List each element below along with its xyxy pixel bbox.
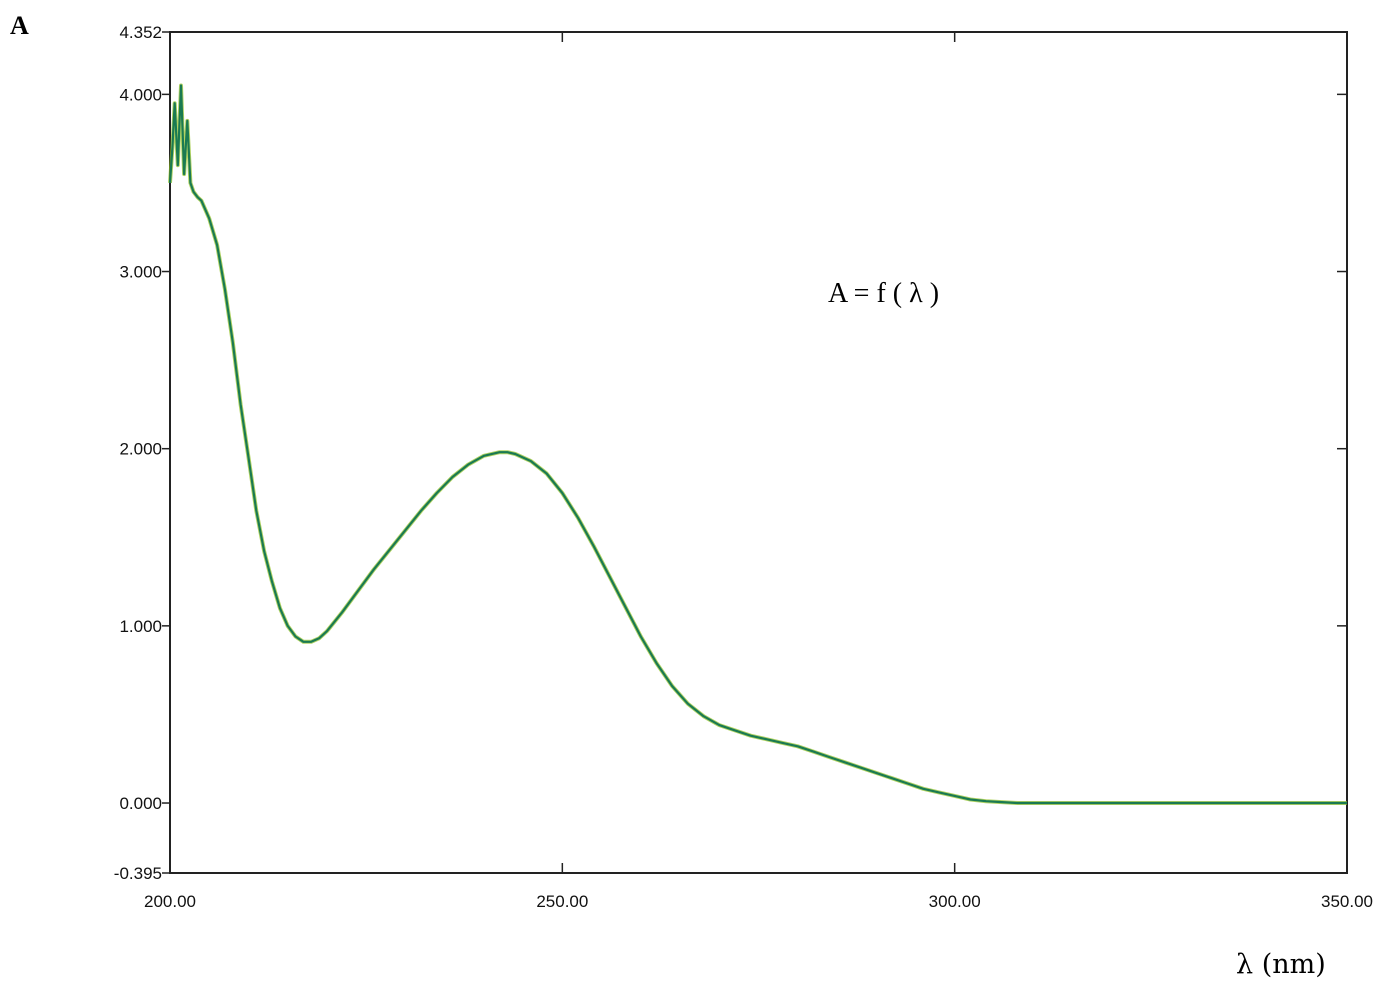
y-tick-label: 4.000	[119, 85, 162, 104]
y-tick-label: 0.000	[119, 794, 162, 813]
series-line	[168, 84, 1347, 805]
x-tick-label: 350.00	[1321, 892, 1373, 911]
series-layer	[168, 83, 1347, 805]
x-axis-label: λ (nm)	[1236, 949, 1326, 980]
curve-annotation: A = f ( λ )	[828, 278, 939, 309]
panel-label: A	[10, 11, 29, 40]
y-tick-label: 4.352	[119, 23, 162, 42]
plot-border	[169, 31, 1348, 874]
x-axis: 200.00 250.00 300.00 350.00	[144, 32, 1373, 911]
x-tick-label: 300.00	[929, 892, 981, 911]
y-tick-label: 3.000	[119, 263, 162, 282]
y-tick-label: 2.000	[119, 440, 162, 459]
plot-area	[169, 31, 1348, 874]
y-tick-label: -0.395	[114, 864, 162, 883]
y-tick-label: 1.000	[119, 617, 162, 636]
x-tick-label: 250.00	[536, 892, 588, 911]
x-tick-label: 200.00	[144, 892, 196, 911]
y-axis: -0.395 0.000 1.000 2.000 3.000 4.000 4.352	[114, 23, 1347, 883]
